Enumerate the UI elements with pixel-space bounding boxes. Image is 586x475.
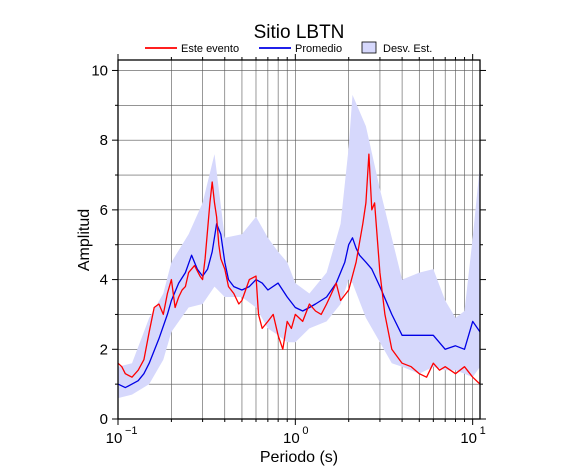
std-dev-band [118, 94, 480, 399]
series-line-este-evento [117, 153, 481, 385]
plot-frame [117, 59, 481, 420]
y-tick-label: 0 [100, 411, 108, 428]
x-axis-title: Periodo (s) [260, 449, 338, 466]
legend-swatch-desv-est [361, 41, 377, 54]
y-tick-label: 8 [100, 132, 108, 149]
y-tick-label: 4 [100, 272, 108, 289]
legend: Este evento Promedio Desv. Est. [145, 41, 432, 55]
legend-label-promedio: Promedio [295, 43, 342, 55]
std-dev-band-layer [118, 94, 480, 399]
legend-label-desv-est: Desv. Est. [383, 43, 432, 55]
y-tick-label: 6 [100, 202, 108, 219]
x-tick-exponent: −1 [125, 425, 138, 437]
y-tick-label: 10 [91, 62, 108, 79]
legend-label-este-evento: Este evento [181, 43, 239, 55]
chart-title: Sitio LBTN [254, 22, 345, 43]
y-axis-title: Amplitud [76, 209, 93, 271]
x-tick-label: 10 [106, 430, 123, 447]
series-layer [117, 153, 481, 389]
x-tick-exponent: 0 [302, 425, 308, 437]
x-tick-label: 10 [283, 430, 300, 447]
y-tick-label: 2 [100, 341, 108, 358]
x-tick-label: 10 [460, 430, 477, 447]
x-tick-exponent: 1 [480, 425, 486, 437]
